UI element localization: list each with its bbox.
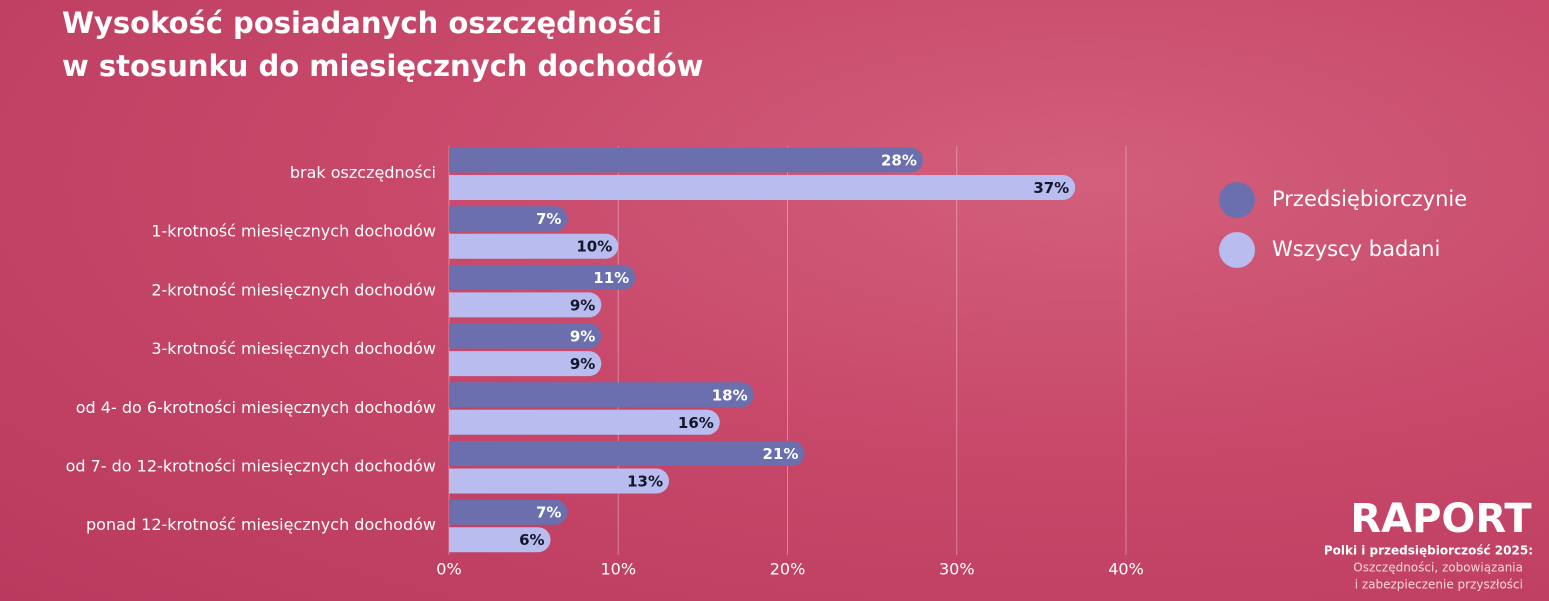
value-label: 9% — [570, 355, 595, 373]
value-label: 7% — [536, 210, 561, 228]
bar — [449, 323, 602, 349]
bar — [449, 175, 1076, 200]
value-label: 16% — [678, 414, 714, 432]
brand-subtitle: Polki i przedsiębiorczość 2025: — [1324, 544, 1533, 558]
value-label: 37% — [1033, 179, 1069, 197]
bar — [449, 382, 754, 408]
x-tick-label: 20% — [770, 560, 806, 579]
bar — [449, 351, 602, 377]
value-label: 9% — [570, 296, 595, 314]
bar — [449, 468, 670, 494]
x-tick-label: 30% — [939, 560, 975, 579]
value-label: 9% — [570, 328, 595, 346]
x-tick-label: 10% — [600, 560, 636, 579]
bar — [449, 264, 636, 290]
bar — [449, 233, 619, 259]
value-label: 13% — [627, 473, 663, 491]
value-label: 6% — [519, 531, 544, 549]
brand-name: RAPORT — [1350, 496, 1532, 542]
chart-title: Wysokość posiadanych oszczędności — [62, 6, 662, 40]
value-label: 18% — [712, 386, 748, 404]
chart-title: w stosunku do miesięcznych dochodów — [62, 49, 703, 83]
legend-swatch — [1219, 182, 1255, 218]
category-label: brak oszczędności — [290, 163, 436, 182]
legend-swatch — [1219, 232, 1255, 268]
bar — [449, 292, 602, 318]
category-label: od 7- do 12-krotności miesięcznych docho… — [66, 457, 436, 476]
value-label: 11% — [593, 269, 629, 287]
bar — [449, 441, 805, 466]
category-label: 1-krotność miesięcznych dochodów — [151, 222, 436, 241]
value-label: 21% — [763, 445, 799, 463]
brand-line: i zabezpieczenie przyszłości — [1355, 578, 1523, 592]
bar — [449, 409, 720, 435]
bar — [449, 499, 568, 525]
value-label: 28% — [881, 152, 917, 170]
legend-label: Wszyscy badani — [1272, 237, 1440, 261]
bar — [449, 206, 568, 232]
category-label: od 4- do 6-krotności miesięcznych dochod… — [76, 398, 436, 417]
bar — [449, 527, 551, 553]
x-tick-label: 0% — [436, 560, 461, 579]
value-label: 7% — [536, 504, 561, 522]
legend-label: Przedsiębiorczynie — [1272, 187, 1467, 211]
category-label: 2-krotność miesięcznych dochodów — [151, 280, 436, 299]
bar — [449, 147, 923, 173]
category-label: ponad 12-krotność miesięcznych dochodów — [86, 515, 436, 534]
brand-line: Oszczędności, zobowiązania — [1353, 561, 1523, 575]
x-tick-label: 40% — [1108, 560, 1144, 579]
category-label: 3-krotność miesięcznych dochodów — [151, 339, 436, 358]
value-label: 10% — [576, 238, 612, 256]
